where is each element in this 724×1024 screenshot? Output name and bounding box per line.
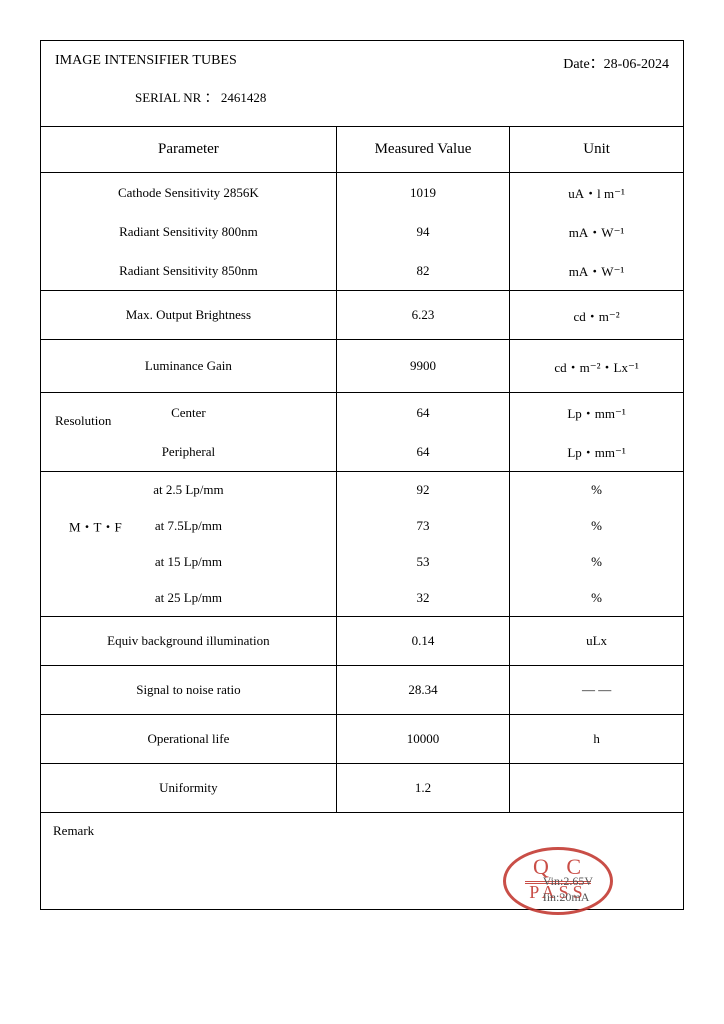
cell-value: 53 [336,544,509,580]
cell-param: at 25 Lp/mm [41,580,336,617]
cell-unit: % [510,580,683,617]
cell-unit: % [510,472,683,509]
row-maxout: Max. Output Brightness 6.23 cd・m⁻² [41,291,683,340]
cell-param: Resolution Center [41,393,336,433]
cell-value: 94 [336,212,509,251]
row-radiant850: Radiant Sensitivity 850nm 82 mA・W⁻¹ [41,251,683,291]
cell-param: Operational life [41,715,336,764]
mtf-sub: at 7.5Lp/mm [117,518,260,534]
row-res-periph: Peripheral 64 Lp・mm⁻¹ [41,432,683,472]
cell-unit: mA・W⁻¹ [510,212,683,251]
cell-unit: % [510,544,683,580]
cell-param: Signal to noise ratio [41,666,336,715]
cell-param: Equiv background illumination [41,617,336,666]
mtf-sub: at 15 Lp/mm [117,554,260,570]
cell-param: Max. Output Brightness [41,291,336,340]
res-center-label: Center [117,405,260,421]
date: Date：28-06-2024 [563,53,669,73]
cell-unit: Lp・mm⁻¹ [510,432,683,472]
row-cathode: Cathode Sensitivity 2856K 1019 uA・l m⁻¹ [41,173,683,213]
cell-unit: uA・l m⁻¹ [510,173,683,213]
mtf-sub: at 25 Lp/mm [117,590,260,606]
row-ebi: Equiv background illumination 0.14 uLx [41,617,683,666]
row-lumgain: Luminance Gain 9900 cd・m⁻²・Lx⁻¹ [41,340,683,393]
cell-param: Cathode Sensitivity 2856K [41,173,336,213]
cell-value: 9900 [336,340,509,393]
cell-unit: — — [510,666,683,715]
cell-param: Luminance Gain [41,340,336,393]
row-life: Operational life 10000 h [41,715,683,764]
col-unit: Unit [510,127,683,173]
spec-table: Parameter Measured Value Unit Cathode Se… [41,127,683,812]
date-label: Date： [563,57,603,72]
res-periph-label: Peripheral [117,444,260,460]
row-mtf75: M・T・F at 7.5Lp/mm 73 % [41,508,683,544]
mtf-sub: at 2.5 Lp/mm [117,482,260,498]
cell-param: at 15 Lp/mm [41,544,336,580]
iin: Iin:20mA [543,889,593,905]
cell-value: 64 [336,393,509,433]
remark-label: Remark [53,823,94,838]
cell-param: Uniformity [41,764,336,813]
row-mtf15: at 15 Lp/mm 53 % [41,544,683,580]
serial: SERIAL NR ： 2461428 [135,87,669,106]
cell-unit: cd・m⁻²・Lx⁻¹ [510,340,683,393]
col-value: Measured Value [336,127,509,173]
cell-unit: Lp・mm⁻¹ [510,393,683,433]
resolution-label: Resolution [55,413,111,429]
cell-param: Radiant Sensitivity 800nm [41,212,336,251]
date-value: 28-06-2024 [604,57,669,72]
row-mtf25b: at 25 Lp/mm 32 % [41,580,683,617]
remark-section: Remark Q C PASS Vin:2.65V Iin:20mA [41,812,683,909]
vin: Vin:2.65V [543,873,593,889]
power-notes: Vin:2.65V Iin:20mA [543,873,593,905]
serial-label: SERIAL NR ： [135,90,218,105]
cell-unit [510,764,683,813]
cell-value: 73 [336,508,509,544]
cell-unit: mA・W⁻¹ [510,251,683,291]
datasheet: IMAGE INTENSIFIER TUBES Date：28-06-2024 … [40,40,684,910]
row-mtf25: at 2.5 Lp/mm 92 % [41,472,683,509]
row-res-center: Resolution Center 64 Lp・mm⁻¹ [41,393,683,433]
cell-param: M・T・F at 7.5Lp/mm [41,508,336,544]
row-snr: Signal to noise ratio 28.34 — — [41,666,683,715]
cell-value: 92 [336,472,509,509]
header: IMAGE INTENSIFIER TUBES Date：28-06-2024 … [41,41,683,127]
title: IMAGE INTENSIFIER TUBES [55,53,237,73]
cell-value: 28.34 [336,666,509,715]
cell-value: 1019 [336,173,509,213]
cell-value: 82 [336,251,509,291]
col-parameter: Parameter [41,127,336,173]
row-radiant800: Radiant Sensitivity 800nm 94 mA・W⁻¹ [41,212,683,251]
cell-value: 10000 [336,715,509,764]
cell-value: 6.23 [336,291,509,340]
cell-param: at 2.5 Lp/mm [41,472,336,509]
cell-value: 0.14 [336,617,509,666]
cell-unit: h [510,715,683,764]
cell-value: 1.2 [336,764,509,813]
row-unif: Uniformity 1.2 [41,764,683,813]
cell-param: Radiant Sensitivity 850nm [41,251,336,291]
cell-unit: uLx [510,617,683,666]
cell-param: Peripheral [41,432,336,472]
cell-value: 32 [336,580,509,617]
cell-unit: cd・m⁻² [510,291,683,340]
mtf-label: M・T・F [69,517,122,536]
cell-value: 64 [336,432,509,472]
serial-value: 2461428 [221,90,267,105]
cell-unit: % [510,508,683,544]
